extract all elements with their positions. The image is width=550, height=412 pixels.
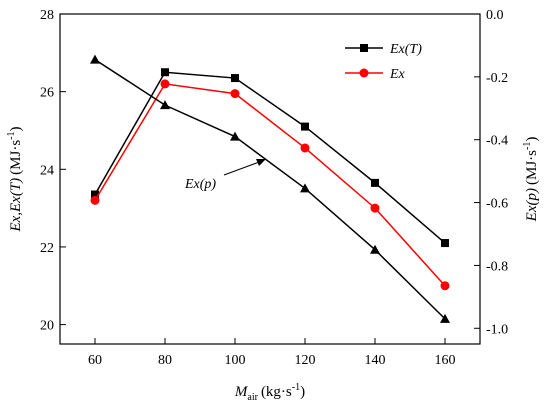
data-point-circle — [440, 281, 450, 291]
left-axis-label-main: Ex,Ex(T) — [8, 178, 24, 233]
x-axis-label-sub: air — [247, 392, 258, 403]
right-axis-label-exp: -1 — [522, 142, 533, 150]
data-point-circle — [160, 79, 170, 89]
data-point-square — [91, 190, 99, 199]
legend: Ex(T) Ex — [345, 42, 422, 82]
left-axis-label-unit: (MJ·s — [8, 140, 24, 175]
data-point-triangle — [300, 183, 310, 193]
right-tick-label: -0.6 — [486, 197, 508, 212]
annotation-arrow-line — [223, 160, 263, 176]
series-line-2 — [94, 58, 446, 320]
right-axis-ticks: -1.0 -0.8 -0.6 -0.4 -0.2 0.0 — [474, 8, 508, 337]
annotation-ex-p: Ex(p) — [184, 159, 266, 192]
data-point-circle — [90, 195, 100, 205]
x-axis-label: Mair (kg·s-1) — [234, 382, 305, 403]
legend-marker-ex — [359, 68, 369, 78]
x-tick-label: 120 — [295, 353, 316, 368]
x-tick-label: 80 — [158, 353, 172, 368]
left-axis-label-close: ) — [8, 126, 24, 131]
left-axis-label: Ex,Ex(T) (MJ·s-1) — [6, 126, 24, 232]
series-line-1 — [94, 83, 446, 287]
data-point-triangle — [230, 131, 240, 141]
left-axis-ticks: 20 22 24 26 28 — [40, 8, 66, 334]
right-axis-label-unit: (MJ·s — [524, 150, 540, 185]
left-tick-label: 28 — [40, 8, 54, 23]
x-axis-label-unit: (kg·s — [261, 384, 292, 400]
left-tick-label: 22 — [40, 241, 54, 256]
left-axis-label-exp: -1 — [6, 131, 17, 139]
x-tick-label: 140 — [365, 353, 386, 368]
right-axis-label-main: Ex(p) — [524, 188, 540, 222]
data-point-square — [231, 74, 239, 83]
right-axis-label: Ex(p) (MJ·s-1) — [522, 137, 540, 223]
data-point-square — [161, 68, 169, 77]
data-point-triangle — [440, 313, 450, 323]
data-point-circle — [370, 203, 380, 213]
x-tick-label: 60 — [88, 353, 102, 368]
data-point-circle — [230, 89, 240, 99]
x-axis-label-exp: -1 — [292, 382, 300, 393]
data-point-square — [441, 239, 449, 248]
annotation-label: Ex(p) — [184, 177, 216, 192]
left-tick-label: 20 — [40, 319, 54, 334]
data-point-triangle — [90, 54, 100, 64]
right-tick-label: -1.0 — [486, 322, 508, 337]
x-axis-ticks: 60 80 100 120 140 160 — [88, 338, 456, 368]
series-layer — [90, 54, 450, 323]
left-tick-label: 26 — [40, 86, 54, 101]
x-tick-label: 160 — [435, 353, 456, 368]
annotation-arrow-head — [256, 159, 266, 166]
right-tick-label: 0.0 — [486, 8, 504, 23]
right-axis-label-close: ) — [524, 137, 540, 142]
legend-label-ex-t: Ex(T) — [389, 42, 422, 57]
data-point-circle — [300, 143, 310, 153]
plot-frame — [59, 13, 481, 345]
data-point-triangle — [370, 244, 380, 254]
legend-marker-ex-t — [360, 44, 368, 52]
series-line-0 — [94, 71, 446, 244]
x-axis-label-main: M — [234, 384, 249, 400]
data-point-square — [301, 122, 309, 131]
x-tick-label: 100 — [225, 353, 246, 368]
left-tick-label: 24 — [40, 163, 54, 178]
right-tick-label: -0.4 — [486, 134, 508, 149]
right-tick-label: -0.8 — [486, 259, 508, 274]
data-point-square — [371, 178, 379, 187]
data-point-triangle — [160, 100, 170, 110]
right-tick-label: -0.2 — [486, 71, 508, 86]
legend-label-ex: Ex — [389, 67, 406, 82]
x-axis-label-close: ) — [300, 384, 305, 400]
